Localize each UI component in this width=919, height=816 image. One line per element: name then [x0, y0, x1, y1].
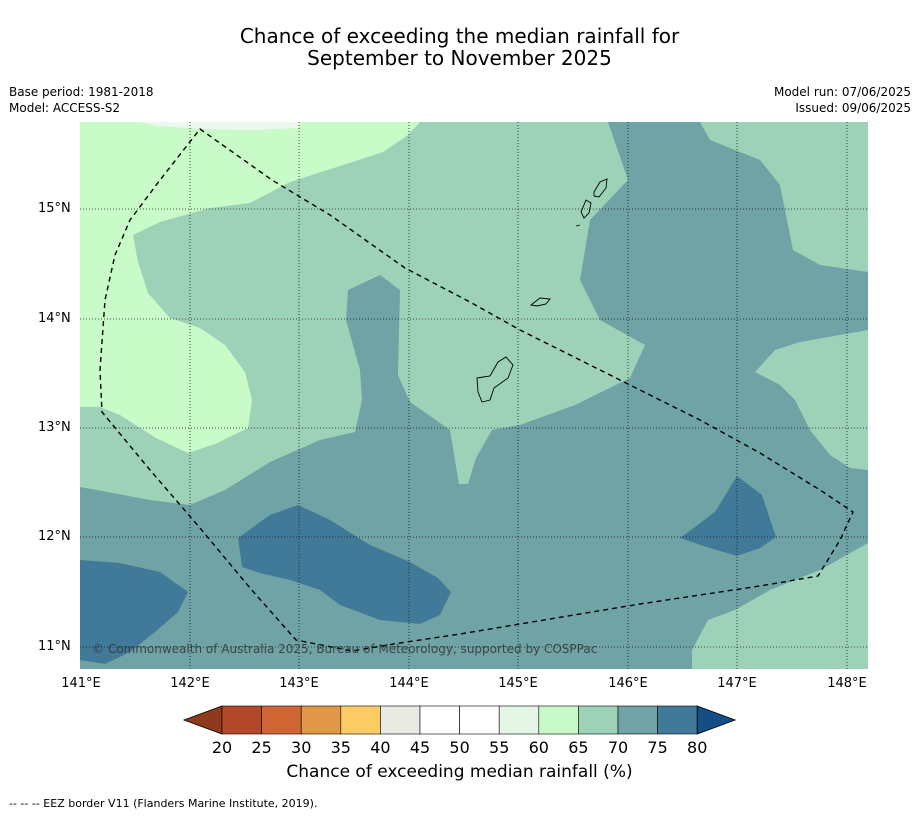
- colorbar-tick-label: 35: [330, 738, 351, 757]
- lon-label-146: 146°E: [608, 676, 648, 691]
- colorbar-segment: [380, 705, 421, 735]
- title-line-1: Chance of exceeding the median rainfall …: [239, 24, 680, 48]
- lon-label-145: 145°E: [498, 676, 538, 691]
- colorbar-segment: [300, 705, 342, 735]
- zone-65-70-northeast: [700, 122, 868, 272]
- colorbar-tick-label: 70: [607, 738, 629, 757]
- lat-label-15: 15°N: [38, 201, 71, 216]
- lon-label-143: 143°E: [279, 676, 319, 691]
- lat-label-13: 13°N: [38, 420, 71, 435]
- colorbar-segment: [657, 705, 698, 735]
- island-guam: [476, 356, 514, 403]
- model-run-text: Model run: 07/06/2025: [773, 85, 911, 99]
- info-left: Base period: 1981-2018 Model: ACCESS-S2: [9, 84, 154, 116]
- colorbar-tick-label: 50: [449, 738, 470, 757]
- rainfall-map: [80, 122, 868, 669]
- lat-label-12: 12°N: [38, 529, 71, 544]
- colorbar-title: Chance of exceeding median rainfall (%): [286, 762, 633, 782]
- zone-65-70-southeast: [692, 543, 868, 669]
- colorbar-segment: [261, 705, 302, 735]
- copyright-text: © Commonwealth of Australia 2025, Bureau…: [92, 642, 598, 656]
- colorbar-segment: [419, 705, 460, 735]
- colorbar-tick-label: 75: [647, 738, 668, 757]
- colorbar-over-arrow: [696, 705, 737, 735]
- colorbar-tick-label: 80: [687, 738, 708, 757]
- colorbar-segment: [498, 705, 540, 735]
- colorbar-segment: [340, 705, 381, 735]
- zone-75-80-west: [80, 560, 188, 664]
- colorbar-segment: [221, 705, 262, 735]
- island-rota: [529, 297, 551, 307]
- colorbar-tick-label: 55: [489, 738, 510, 757]
- zone-55-60-top: [140, 122, 300, 130]
- zone-65-70-east: [755, 330, 868, 470]
- colorbar-segment: [578, 705, 619, 735]
- zone-60-65-northwest: [80, 122, 420, 453]
- colorbar-tick-label: 30: [291, 738, 312, 757]
- island-saipan: [593, 178, 608, 198]
- colorbar-tick-label: 20: [211, 738, 233, 757]
- colorbar-tick-label: 40: [370, 738, 391, 757]
- colorbar-under-arrow: [182, 705, 223, 735]
- colorbar-tick-label: 45: [409, 738, 431, 757]
- colorbar-segment: [459, 705, 500, 735]
- island-outlines: [476, 178, 608, 403]
- issued-text: Issued: 09/06/2025: [795, 101, 911, 115]
- title-line-2: September to November 2025: [307, 46, 612, 70]
- colorbar-segment: [617, 705, 658, 735]
- eez-legend-text: -- -- -- EEZ border V11 (Flanders Marine…: [9, 797, 318, 810]
- colorbar-tick-label: 60: [528, 738, 549, 757]
- lon-label-142: 142°E: [170, 676, 210, 691]
- colorbar-tick-label: 65: [568, 738, 589, 757]
- lon-label-141: 141°E: [61, 676, 101, 691]
- model-text: Model: ACCESS-S2: [9, 101, 121, 115]
- base-period-text: Base period: 1981-2018: [9, 85, 154, 99]
- lat-label-14: 14°N: [38, 311, 71, 326]
- zone-75-80-east: [680, 476, 776, 556]
- lat-label-11: 11°N: [38, 639, 71, 654]
- colorbar: [182, 705, 737, 735]
- colorbar-tick-label: 25: [251, 738, 272, 757]
- colorbar-segment: [538, 705, 579, 735]
- eez-border: [99, 128, 854, 652]
- island-aguijan: [575, 224, 581, 227]
- info-right: Model run: 07/06/2025 Issued: 09/06/2025: [774, 84, 911, 116]
- island-tinian: [580, 199, 592, 219]
- lon-label-144: 144°E: [389, 676, 429, 691]
- lon-label-147: 147°E: [717, 676, 757, 691]
- lon-label-148: 148°E: [827, 676, 867, 691]
- zone-75-80-central: [238, 505, 451, 624]
- graticule: [80, 122, 868, 669]
